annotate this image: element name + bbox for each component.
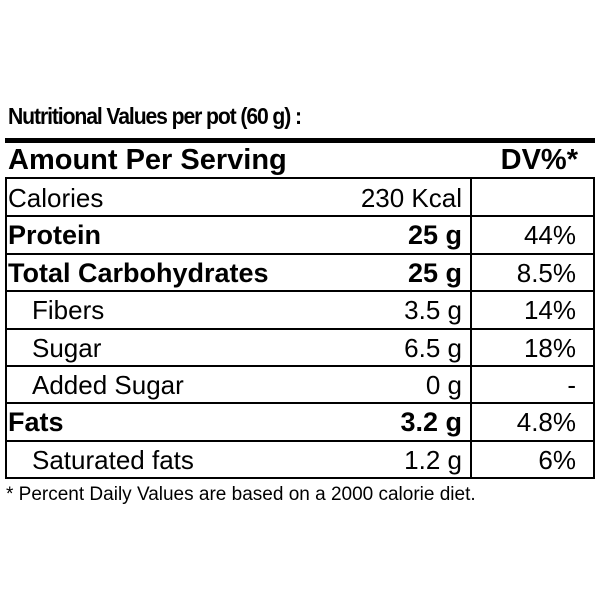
row-label: Saturated fats [32,444,194,475]
row-amount: 0 g [425,370,462,400]
border [5,179,7,479]
row-dv: 8.5% [516,257,576,288]
row-label: Protein [8,220,102,251]
row-amount: 25 g [407,220,462,251]
rule [5,177,595,179]
rule [5,252,595,255]
rule [5,439,595,442]
rule [5,477,595,480]
row-label: Total Carbohydrates [8,257,269,288]
row-dv: 14% [523,295,576,326]
row-label: Added Sugar [32,370,184,400]
row-label: Fats [8,407,64,438]
rule [5,138,595,143]
row-dv: 4.8% [516,407,576,438]
row-dv: - [567,370,576,400]
row-label: Fibers [32,295,105,326]
rule [5,290,595,293]
row-label: Sugar [32,332,102,363]
row-amount: 3.5 g [404,295,462,326]
row-amount: 25 g [407,257,462,288]
rule [5,215,595,218]
title: Nutritional Values per pot (60 g) : [8,103,302,129]
row-amount: 1.2 g [404,444,462,475]
rule [5,402,595,405]
rule [5,365,595,367]
row-amount: 6.5 g [404,332,462,363]
rule [5,327,595,330]
row-dv: 6% [538,444,576,475]
column-header: DV%* [500,144,578,176]
footnote: * Percent Daily Values are based on a 20… [6,484,476,505]
column-header: Amount Per Serving [8,144,287,176]
row-amount: 3.2 g [400,407,462,438]
row-dv: 18% [523,332,576,363]
border [593,179,595,479]
row-amount: 230 Kcal [360,183,462,213]
row-dv: 44% [523,220,576,251]
column-divider [470,179,472,479]
row-label: Calories [8,183,104,213]
